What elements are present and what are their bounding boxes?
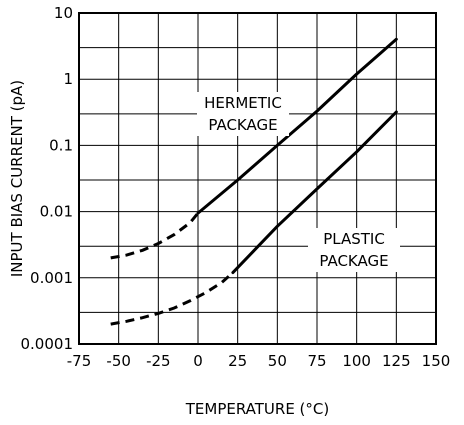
hermetic-package-label-bg <box>197 92 289 136</box>
plot-frame <box>78 12 437 345</box>
x-tick-label: 150 <box>422 352 451 370</box>
x-tick-label: 75 <box>307 352 326 370</box>
x-tick-label: -75 <box>67 352 92 370</box>
x-tick-label: 50 <box>268 352 287 370</box>
hermetic-package-label-line-2: PACKAGE <box>208 116 277 134</box>
y-tick-label: 0.1 <box>49 136 73 154</box>
plastic-package-label-bg <box>308 228 400 272</box>
plastic-package-label-line-2: PACKAGE <box>319 252 388 270</box>
plastic-package-label-line-1: PLASTIC <box>323 230 385 248</box>
x-tick-label: 125 <box>382 352 411 370</box>
y-tick-labels: 0.0001 0.001 0.01 0.1 1 10 <box>21 4 74 353</box>
curves <box>110 37 398 326</box>
x-tick-label: -50 <box>106 352 131 370</box>
y-tick-label: 0.01 <box>40 203 73 221</box>
grid <box>78 12 437 345</box>
y-tick-label: 1 <box>63 70 73 88</box>
x-axis-title: TEMPERATURE (°C) <box>185 400 330 418</box>
plastic-package-solid-line <box>231 110 398 275</box>
x-tick-label: -25 <box>146 352 171 370</box>
y-tick-label: 0.001 <box>30 269 73 287</box>
y-tick-label: 0.0001 <box>21 335 74 353</box>
hermetic-package-dashed-line <box>110 212 200 260</box>
x-tick-label: 0 <box>193 352 203 370</box>
x-tick-labels: -75 -50 -25 0 25 50 75 100 125 150 <box>67 352 451 370</box>
x-tick-label: 25 <box>228 352 247 370</box>
x-tick-label: 100 <box>342 352 371 370</box>
hermetic-package-solid-line <box>196 37 398 215</box>
hermetic-package-label-line-1: HERMETIC <box>204 94 282 112</box>
y-axis-title: INPUT BIAS CURRENT (pA) <box>8 80 26 277</box>
plastic-package-dashed-line <box>110 271 234 326</box>
y-tick-label: 10 <box>54 4 73 22</box>
annotations: HERMETIC PACKAGE PLASTIC PACKAGE <box>197 92 400 272</box>
